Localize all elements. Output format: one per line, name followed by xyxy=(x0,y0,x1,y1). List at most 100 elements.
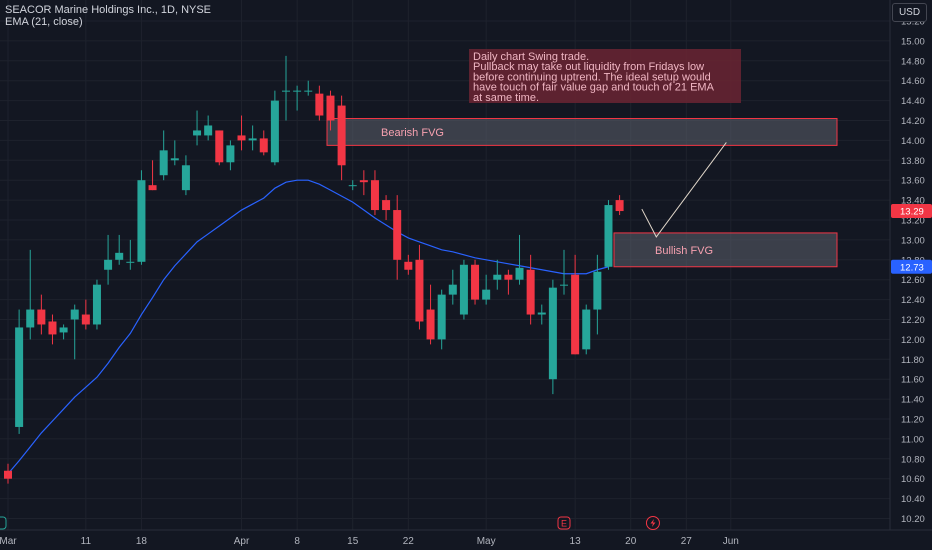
symbol-title[interactable]: SEACOR Marine Holdings Inc., 1D, NYSE xyxy=(5,4,212,16)
candle[interactable] xyxy=(148,160,157,191)
price-tick-label: 14.40 xyxy=(901,96,925,107)
candle[interactable] xyxy=(326,90,335,131)
ema-line[interactable] xyxy=(7,179,609,475)
candle[interactable] xyxy=(560,249,568,295)
candle[interactable] xyxy=(593,254,602,335)
candle-body xyxy=(548,287,557,380)
arrow-line[interactable] xyxy=(641,142,727,238)
candle[interactable] xyxy=(459,259,468,320)
candle[interactable] xyxy=(26,249,35,340)
candle[interactable] xyxy=(304,80,313,96)
last-price-tag-label: 13.29 xyxy=(900,207,924,218)
candle-body xyxy=(15,327,24,427)
candle[interactable] xyxy=(415,244,424,330)
candle[interactable] xyxy=(115,234,124,265)
candle-body xyxy=(415,259,424,322)
candle[interactable] xyxy=(404,254,413,275)
candle[interactable] xyxy=(159,130,168,181)
candle[interactable] xyxy=(515,234,524,285)
candle[interactable] xyxy=(448,269,457,305)
candle[interactable] xyxy=(226,140,235,171)
candle-body xyxy=(571,274,580,355)
candle[interactable] xyxy=(348,180,357,191)
candle[interactable] xyxy=(382,195,391,220)
candle[interactable] xyxy=(15,309,24,434)
candle-body xyxy=(604,205,613,267)
candle[interactable] xyxy=(615,195,624,216)
candle[interactable] xyxy=(359,170,368,196)
candle[interactable] xyxy=(437,289,446,350)
candle-body xyxy=(81,314,90,325)
candle[interactable] xyxy=(59,324,68,340)
bearish-fvg-box-label: Bearish FVG xyxy=(381,127,444,139)
candle[interactable] xyxy=(493,259,502,290)
candle[interactable] xyxy=(104,234,113,285)
candle[interactable] xyxy=(504,269,513,295)
candle[interactable] xyxy=(248,125,257,151)
candle[interactable] xyxy=(582,304,591,355)
candle[interactable] xyxy=(370,170,379,216)
earnings-marker[interactable] xyxy=(557,516,571,530)
candle-body xyxy=(115,252,124,260)
price-tick-label: 11.40 xyxy=(901,395,924,406)
last-price-tag[interactable] xyxy=(891,204,932,219)
currency-button[interactable]: USD xyxy=(892,3,927,22)
candle[interactable] xyxy=(137,170,146,265)
candle[interactable] xyxy=(37,294,46,335)
candle[interactable] xyxy=(204,115,213,141)
candle-body xyxy=(526,269,535,315)
candle[interactable] xyxy=(426,284,435,345)
ema-legend[interactable]: EMA (21, close) xyxy=(5,16,83,28)
candle-body xyxy=(382,200,391,211)
candle[interactable] xyxy=(170,140,179,166)
candle[interactable] xyxy=(471,259,480,305)
candle-body xyxy=(437,294,446,340)
candle-body xyxy=(215,130,224,163)
candle[interactable] xyxy=(92,279,101,330)
candle[interactable] xyxy=(282,55,290,121)
price-tick-label: 13.40 xyxy=(901,196,925,207)
note-box[interactable] xyxy=(469,49,741,103)
candle-body xyxy=(4,470,12,479)
time-tick-label: 22 xyxy=(403,536,415,547)
candle-body xyxy=(193,130,202,136)
candle[interactable] xyxy=(48,314,57,345)
candle[interactable] xyxy=(193,110,202,146)
time-tick-label: May xyxy=(477,536,496,547)
candle[interactable] xyxy=(571,254,580,355)
candle[interactable] xyxy=(181,155,190,196)
candle-body xyxy=(148,185,157,191)
price-tick-label: 13.00 xyxy=(901,235,925,246)
candle-body xyxy=(560,284,568,286)
candle[interactable] xyxy=(4,463,12,484)
price-tick-label: 12.40 xyxy=(901,295,925,306)
bearish-fvg-box[interactable] xyxy=(326,118,838,146)
candle[interactable] xyxy=(482,274,491,305)
candle[interactable] xyxy=(293,85,302,111)
candle-body xyxy=(37,309,46,325)
candle[interactable] xyxy=(526,254,535,325)
candle[interactable] xyxy=(337,95,346,181)
candle[interactable] xyxy=(215,130,224,166)
candle[interactable] xyxy=(270,90,279,166)
candle[interactable] xyxy=(604,200,613,270)
candle[interactable] xyxy=(237,115,246,151)
candle[interactable] xyxy=(259,130,268,156)
price-axis-bg xyxy=(890,0,932,550)
candle[interactable] xyxy=(548,279,557,395)
candle[interactable] xyxy=(393,195,402,280)
candle[interactable] xyxy=(315,85,324,121)
annotation-note: Daily chart Swing trade.Pullback may tak… xyxy=(469,49,741,104)
candle[interactable] xyxy=(70,304,79,360)
candle-body xyxy=(59,327,68,333)
split-marker[interactable] xyxy=(0,516,7,530)
bullish-fvg-box[interactable] xyxy=(613,232,838,268)
note-line: at same time. xyxy=(473,92,539,104)
candle[interactable] xyxy=(537,304,546,325)
candle[interactable] xyxy=(81,299,90,330)
ema-price-tag[interactable] xyxy=(891,259,932,274)
candle[interactable] xyxy=(126,239,135,270)
time-tick-label: 20 xyxy=(625,536,637,547)
price-tick-label: 14.00 xyxy=(901,136,925,147)
